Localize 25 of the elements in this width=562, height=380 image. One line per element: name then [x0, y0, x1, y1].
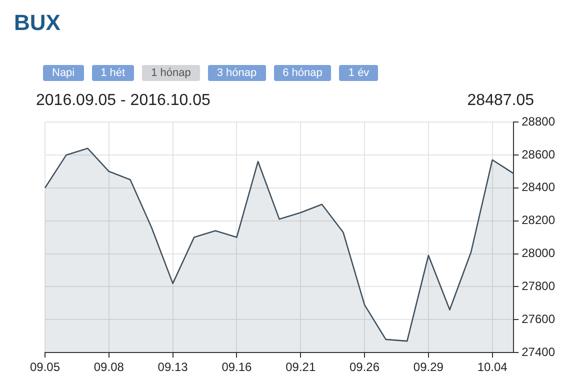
text: 3 hónap: [208, 65, 266, 81]
y-tick-label: 28200: [522, 213, 556, 228]
x-tick-label: 09.26: [350, 360, 380, 374]
x-tick-label: 09.29: [413, 360, 444, 374]
y-tick-label: 28000: [522, 246, 556, 260]
chart-subtitle: 2016.09.05 - 2016.10.05: [36, 92, 210, 110]
x-tick-label: 09.21: [286, 360, 316, 374]
y-tick-label: 27600: [522, 312, 556, 326]
text: 1 hét: [92, 65, 134, 81]
text: Napi: [43, 65, 84, 81]
x-tick-label: 09.05: [30, 360, 60, 374]
y-tick-label: 28400: [522, 180, 556, 194]
y-tick-label: 27800: [522, 279, 556, 294]
text: 1 év: [339, 65, 378, 81]
text: 6 hónap: [274, 65, 332, 81]
x-tick-label: 09.16: [222, 360, 252, 374]
x-tick-label: 09.08: [94, 360, 124, 374]
y-tick-label: 27400: [522, 344, 556, 359]
y-tick-label: 28600: [522, 147, 556, 162]
y-tick-label: 28800: [522, 114, 556, 128]
text: 28487.05: [467, 92, 534, 110]
x-tick-label: 10.04: [477, 360, 508, 374]
chart-title: BUX: [14, 10, 60, 36]
text: 1 hónap: [142, 65, 200, 81]
x-tick-label: 09.13: [158, 360, 188, 374]
